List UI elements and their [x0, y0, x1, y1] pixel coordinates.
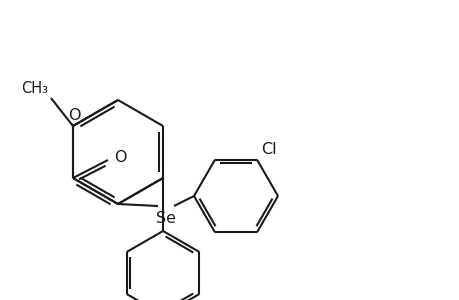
- Text: CH₃: CH₃: [21, 81, 48, 96]
- Text: Se: Se: [156, 211, 176, 226]
- Text: O: O: [67, 108, 80, 123]
- Text: Cl: Cl: [260, 142, 276, 157]
- Text: O: O: [114, 149, 126, 164]
